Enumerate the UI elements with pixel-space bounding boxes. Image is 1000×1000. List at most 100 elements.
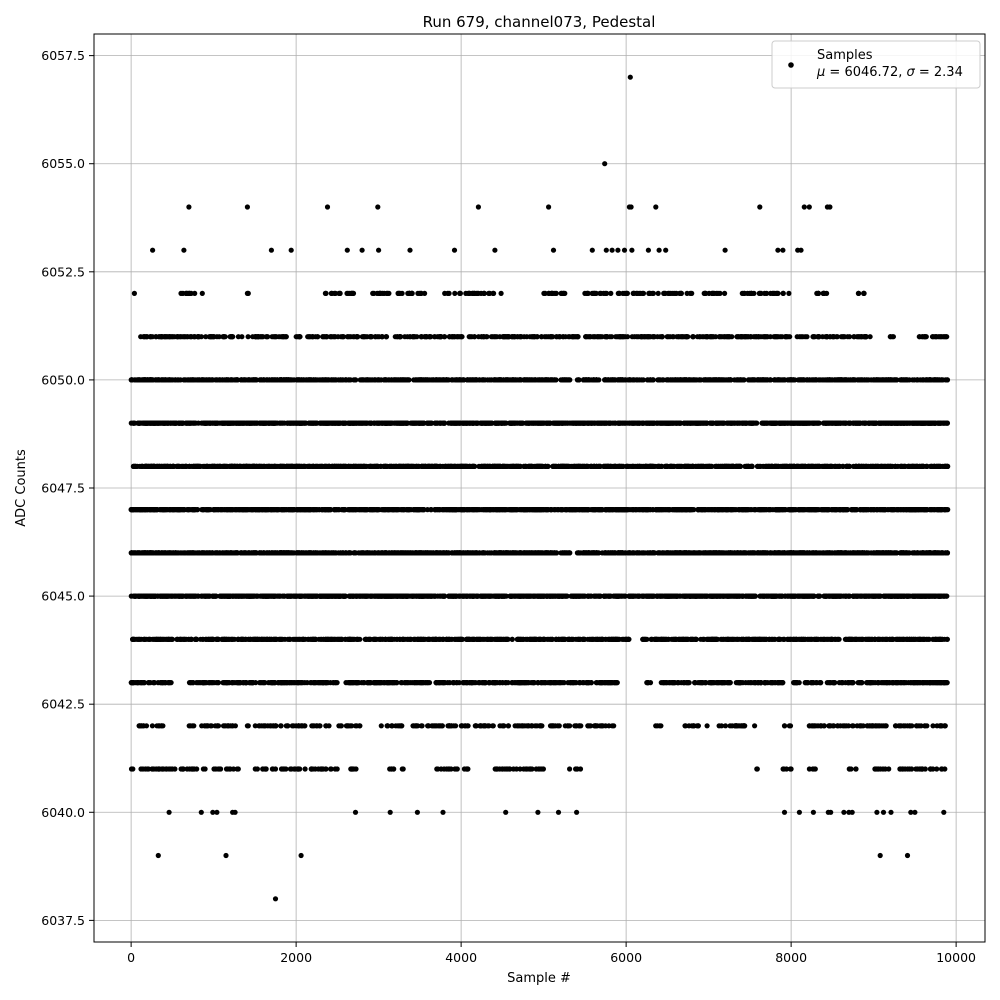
data-point	[269, 550, 275, 556]
data-point	[831, 680, 837, 686]
data-point	[416, 593, 422, 599]
data-point	[882, 766, 888, 772]
data-point	[272, 636, 278, 642]
data-point	[878, 680, 884, 686]
data-point	[918, 723, 924, 729]
data-point	[567, 723, 573, 729]
data-point	[809, 723, 815, 729]
data-point	[231, 593, 237, 599]
data-point	[567, 680, 573, 686]
data-point	[425, 723, 431, 729]
data-point	[330, 593, 336, 599]
data-point	[260, 723, 267, 729]
data-point	[171, 550, 177, 556]
data-point	[200, 680, 206, 686]
data-point	[512, 593, 518, 599]
data-point	[139, 550, 145, 556]
data-point	[189, 636, 195, 642]
data-point	[563, 550, 569, 556]
data-point	[731, 593, 737, 599]
data-point	[466, 636, 472, 642]
data-point	[183, 593, 189, 599]
data-point	[811, 593, 817, 599]
data-point	[469, 680, 475, 686]
data-point	[463, 550, 469, 556]
data-point	[409, 680, 415, 686]
data-point	[930, 680, 937, 686]
data-point	[388, 593, 394, 599]
data-point	[640, 636, 646, 642]
data-point	[580, 636, 586, 642]
data-point	[604, 680, 610, 686]
data-point	[452, 636, 458, 642]
data-point	[860, 723, 866, 729]
data-point	[685, 550, 691, 556]
data-point	[732, 636, 738, 642]
data-point	[477, 680, 483, 686]
data-point	[781, 723, 788, 729]
data-point	[909, 593, 916, 599]
data-point	[146, 636, 152, 642]
data-point	[186, 680, 193, 686]
data-point	[225, 723, 231, 729]
data-point	[251, 636, 257, 642]
data-point	[576, 680, 583, 686]
data-point	[291, 723, 297, 729]
data-point	[824, 550, 830, 556]
data-point	[651, 550, 658, 556]
data-point	[326, 593, 332, 599]
data-point	[706, 636, 712, 642]
data-point	[587, 723, 593, 729]
data-point	[715, 636, 721, 642]
data-point	[738, 723, 744, 729]
data-point	[135, 636, 141, 642]
data-point	[421, 593, 427, 599]
data-point	[681, 636, 687, 642]
data-point	[453, 766, 459, 772]
data-point	[754, 766, 760, 772]
data-point	[302, 680, 308, 686]
data-point	[929, 593, 935, 599]
data-point	[720, 636, 726, 642]
data-point	[263, 636, 269, 642]
data-point	[804, 680, 811, 686]
data-point	[688, 636, 694, 642]
data-point	[223, 680, 229, 686]
data-point	[403, 680, 409, 686]
data-point	[314, 550, 320, 556]
data-point	[418, 636, 424, 642]
data-point	[506, 550, 512, 556]
data-point	[200, 766, 206, 772]
data-point	[704, 723, 710, 729]
data-point	[574, 723, 580, 729]
data-point	[394, 636, 400, 642]
data-point	[890, 680, 896, 686]
data-point	[270, 593, 276, 599]
data-point	[597, 680, 603, 686]
data-point	[520, 550, 527, 556]
data-point	[750, 636, 756, 642]
data-point	[919, 766, 925, 772]
data-point	[918, 593, 924, 599]
data-point	[439, 723, 445, 729]
data-point	[524, 636, 530, 642]
data-point	[775, 636, 781, 642]
data-point	[526, 723, 532, 729]
data-point	[915, 550, 921, 556]
data-point	[312, 593, 319, 599]
data-point	[480, 636, 487, 642]
data-point	[725, 550, 731, 556]
data-point	[337, 593, 343, 599]
data-point	[280, 680, 286, 686]
data-point	[722, 723, 729, 729]
data-point	[419, 723, 425, 729]
data-point	[842, 636, 849, 642]
data-point	[263, 766, 269, 772]
data-point	[746, 550, 752, 556]
data-point	[233, 550, 239, 556]
data-point	[213, 680, 219, 686]
data-point	[597, 593, 603, 599]
data-point	[265, 723, 271, 729]
data-point	[944, 680, 950, 686]
data-points	[128, 74, 951, 902]
